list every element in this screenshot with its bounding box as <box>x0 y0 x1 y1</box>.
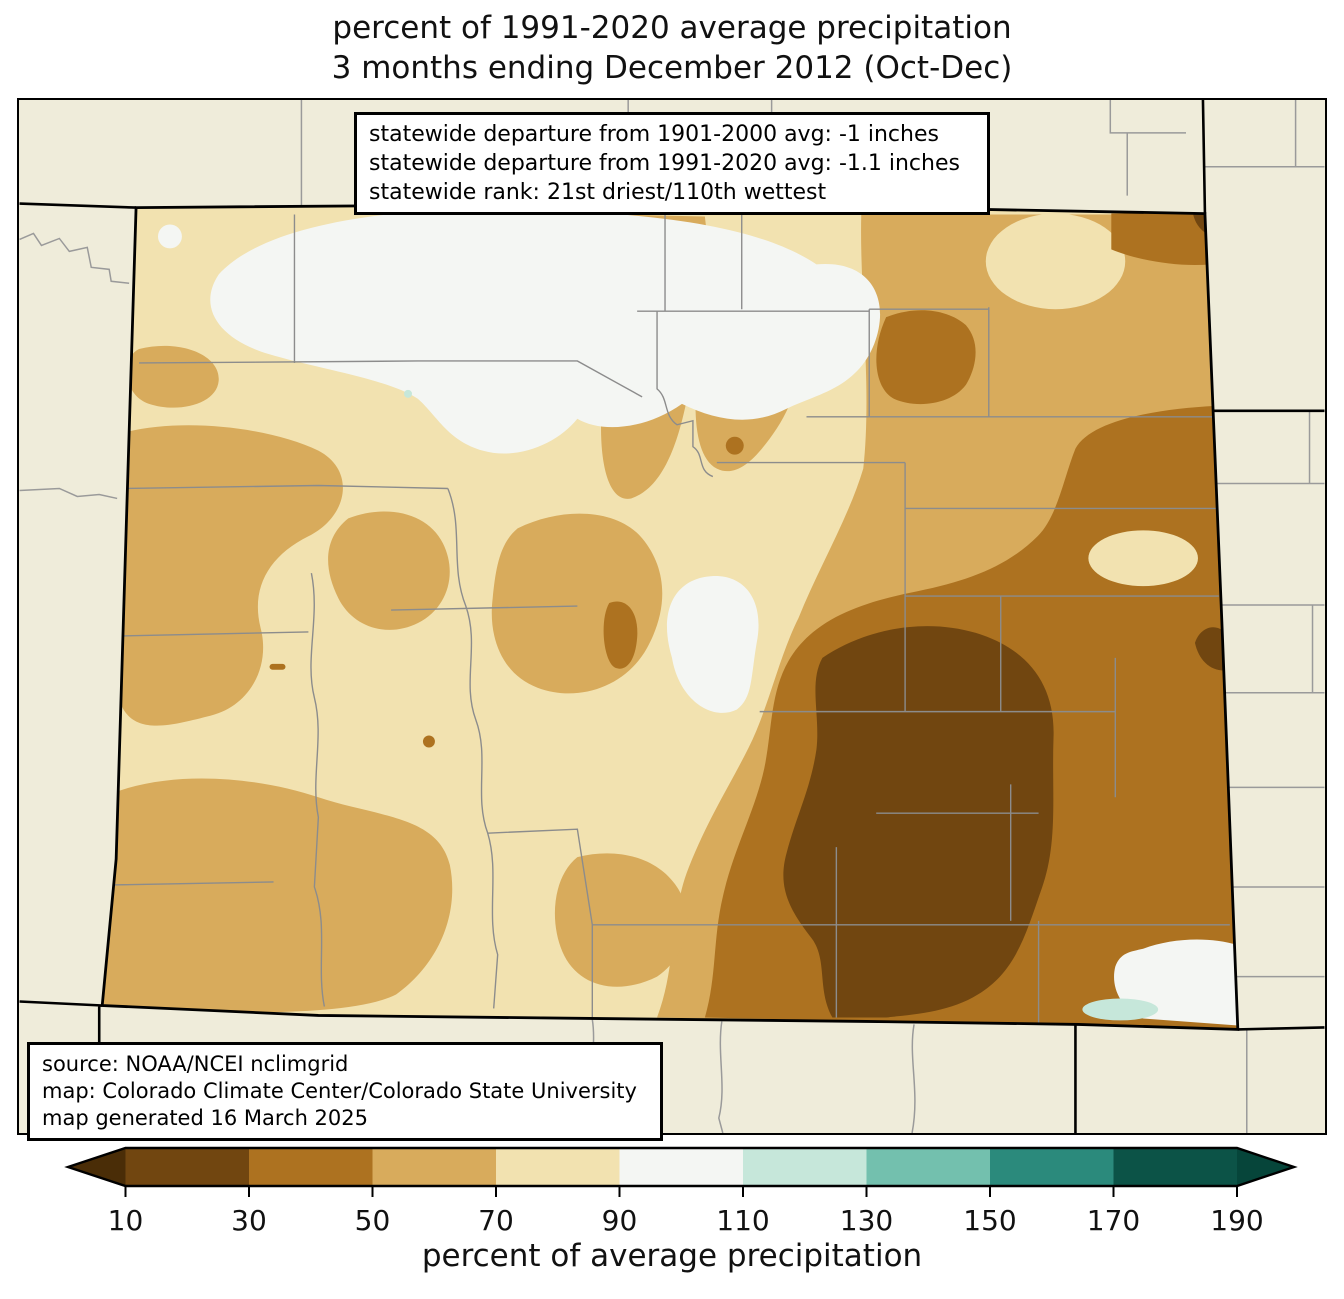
region-midwest-50-70 <box>328 511 450 630</box>
region-ne-corner-band-30-50 <box>1111 213 1211 265</box>
colorbar-segment <box>866 1148 990 1186</box>
region-southcentral-50-70 <box>554 853 688 987</box>
colorbar-tick-label: 110 <box>716 1204 769 1237</box>
region-west-dash-30-50 <box>269 663 286 670</box>
colorbar-under-arrow <box>68 1148 126 1186</box>
colorbar-segment <box>1113 1148 1237 1186</box>
colorbar-tick-label: 10 <box>108 1204 144 1237</box>
colorado-state-border <box>100 202 1240 1031</box>
colorbar-tick-label: 130 <box>840 1204 893 1237</box>
region-denver-dot-30-50 <box>725 436 744 455</box>
colorbar-segment <box>743 1148 867 1186</box>
region-center-small-30-50 <box>603 601 638 669</box>
region-sw-dot-30-50 <box>422 735 435 748</box>
colorado-map <box>19 100 1325 1133</box>
title-line-1: percent of 1991-2020 average precipitati… <box>332 10 1012 46</box>
colorado-county-lines <box>109 214 1230 1027</box>
region-ne-blob-30-50 <box>876 310 976 405</box>
region-se-teal-110-130 <box>1082 998 1159 1021</box>
colorbar-tick-label: 150 <box>963 1204 1016 1237</box>
colorbar-over-arrow <box>1237 1148 1294 1186</box>
colorbar-svg: 10 30 50 70 90 110 130 150 170 190 <box>64 1146 1298 1237</box>
region-east-hole-70-90 <box>1088 530 1198 587</box>
colorbar-segment <box>619 1148 743 1186</box>
stats-line-3: statewide rank: 21st driest/110th wettes… <box>369 180 827 205</box>
colorbar-segment <box>372 1148 496 1186</box>
colorbar-tick-label: 70 <box>478 1204 514 1237</box>
region-se-core-10-30 <box>783 626 1054 1018</box>
source-line-1: source: NOAA/NCEI nclimgrid <box>42 1052 349 1076</box>
colorbar-tick-label: 90 <box>602 1204 638 1237</box>
region-southwest-50-70 <box>102 778 453 1013</box>
stats-line-2: statewide departure from 1991-2020 avg: … <box>369 151 960 176</box>
colorbar-segment <box>990 1148 1114 1186</box>
state-fill-group <box>102 203 1238 1030</box>
colorbar-segment <box>249 1148 373 1186</box>
stats-box: statewide departure from 1901-2000 avg: … <box>354 112 990 215</box>
colorbar-segment <box>496 1148 620 1186</box>
title-line-2: 3 months ending December 2012 (Oct-Dec) <box>331 50 1013 86</box>
colorbar-label: percent of average precipitation <box>421 1238 923 1274</box>
source-box: source: NOAA/NCEI nclimgrid map: Colorad… <box>27 1042 663 1141</box>
region-nw-small-50-70 <box>126 345 219 408</box>
map-frame: statewide departure from 1901-2000 avg: … <box>17 98 1327 1141</box>
figure-title: percent of 1991-2020 average precipitati… <box>0 8 1344 88</box>
region-southcentral-90-110 <box>666 576 759 713</box>
colorbar-tick-label: 50 <box>355 1204 391 1237</box>
region-nw-dot-90-110 <box>157 224 182 249</box>
colorbar-segment <box>125 1148 249 1186</box>
region-west-band-50-70 <box>113 425 343 726</box>
region-ne-hole-70-90 <box>985 213 1126 310</box>
colorbar: 10 30 50 70 90 110 130 150 170 190 <box>0 1140 1344 1240</box>
source-line-3: map generated 16 March 2025 <box>42 1106 369 1130</box>
region-north-teal-dot-110-130 <box>404 389 413 398</box>
colorbar-tick-label: 190 <box>1210 1204 1263 1237</box>
colorbar-tick-label: 30 <box>231 1204 267 1237</box>
region-northwest-90-110 <box>210 208 881 454</box>
stats-line-1: statewide departure from 1901-2000 avg: … <box>369 122 939 147</box>
source-line-2: map: Colorado Climate Center/Colorado St… <box>42 1079 637 1103</box>
colorbar-tick-label: 170 <box>1087 1204 1140 1237</box>
